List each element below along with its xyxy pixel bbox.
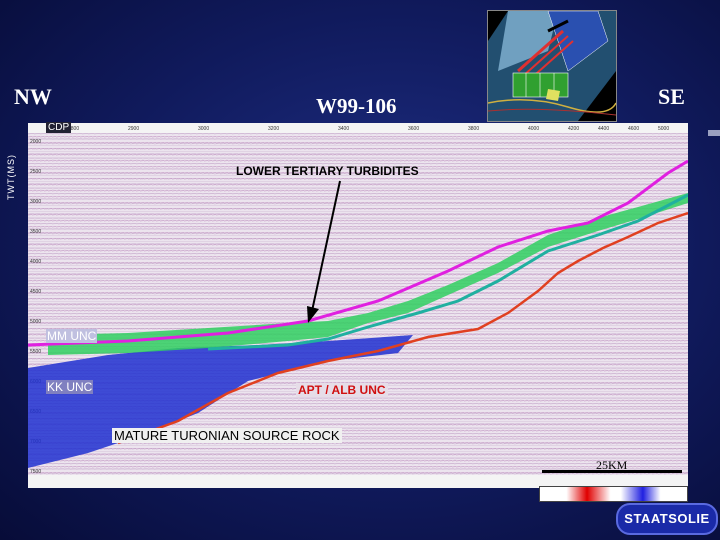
svg-text:4500: 4500 <box>30 289 41 295</box>
svg-text:3200: 3200 <box>268 126 279 132</box>
svg-text:3600: 3600 <box>408 126 419 132</box>
svg-text:4200: 4200 <box>568 126 579 132</box>
direction-se: SE <box>658 84 685 109</box>
svg-text:5000: 5000 <box>30 319 41 325</box>
svg-text:3000: 3000 <box>198 126 209 132</box>
cdp-axis-label: CDP <box>46 122 72 133</box>
svg-text:4600: 4600 <box>628 126 639 132</box>
svg-text:4400: 4400 <box>598 126 609 132</box>
company-logo: STAATSOLIE <box>616 503 718 535</box>
seismic-section: 2800 2900 3000 3200 3400 3600 3800 4000 4200 4… <box>28 123 688 488</box>
svg-text:5000: 5000 <box>658 126 669 132</box>
svg-text:3500: 3500 <box>30 229 41 235</box>
svg-text:2900: 2900 <box>128 126 139 132</box>
svg-text:3000: 3000 <box>30 199 41 205</box>
svg-text:3800: 3800 <box>468 126 479 132</box>
location-inset-map <box>487 10 617 122</box>
edge-accent <box>708 130 720 136</box>
svg-text:2000: 2000 <box>30 139 41 145</box>
direction-nw: NW <box>14 84 52 109</box>
scale-bar <box>542 470 682 473</box>
svg-text:7500: 7500 <box>30 469 41 475</box>
apt-alb-unc-label: APT / ALB UNC <box>296 383 388 397</box>
kk-unc-label: KK UNC <box>46 380 94 394</box>
svg-text:4000: 4000 <box>528 126 539 132</box>
twt-axis-label: TWT(MS) <box>6 154 16 200</box>
turbidites-label: LOWER TERTIARY TURBIDITES <box>236 164 419 178</box>
scale-label: 25KM <box>596 458 628 472</box>
svg-text:3400: 3400 <box>338 126 349 132</box>
line-title: W99-106 <box>316 94 397 118</box>
svg-text:4000: 4000 <box>30 259 41 265</box>
amplitude-colorbar <box>539 486 688 502</box>
mm-unc-label: MM UNC <box>46 329 98 343</box>
svg-text:2500: 2500 <box>30 169 41 175</box>
svg-text:5500: 5500 <box>30 349 41 355</box>
svg-text:2800: 2800 <box>68 126 79 132</box>
source-rock-label: MATURE TURONIAN SOURCE ROCK <box>112 428 342 443</box>
